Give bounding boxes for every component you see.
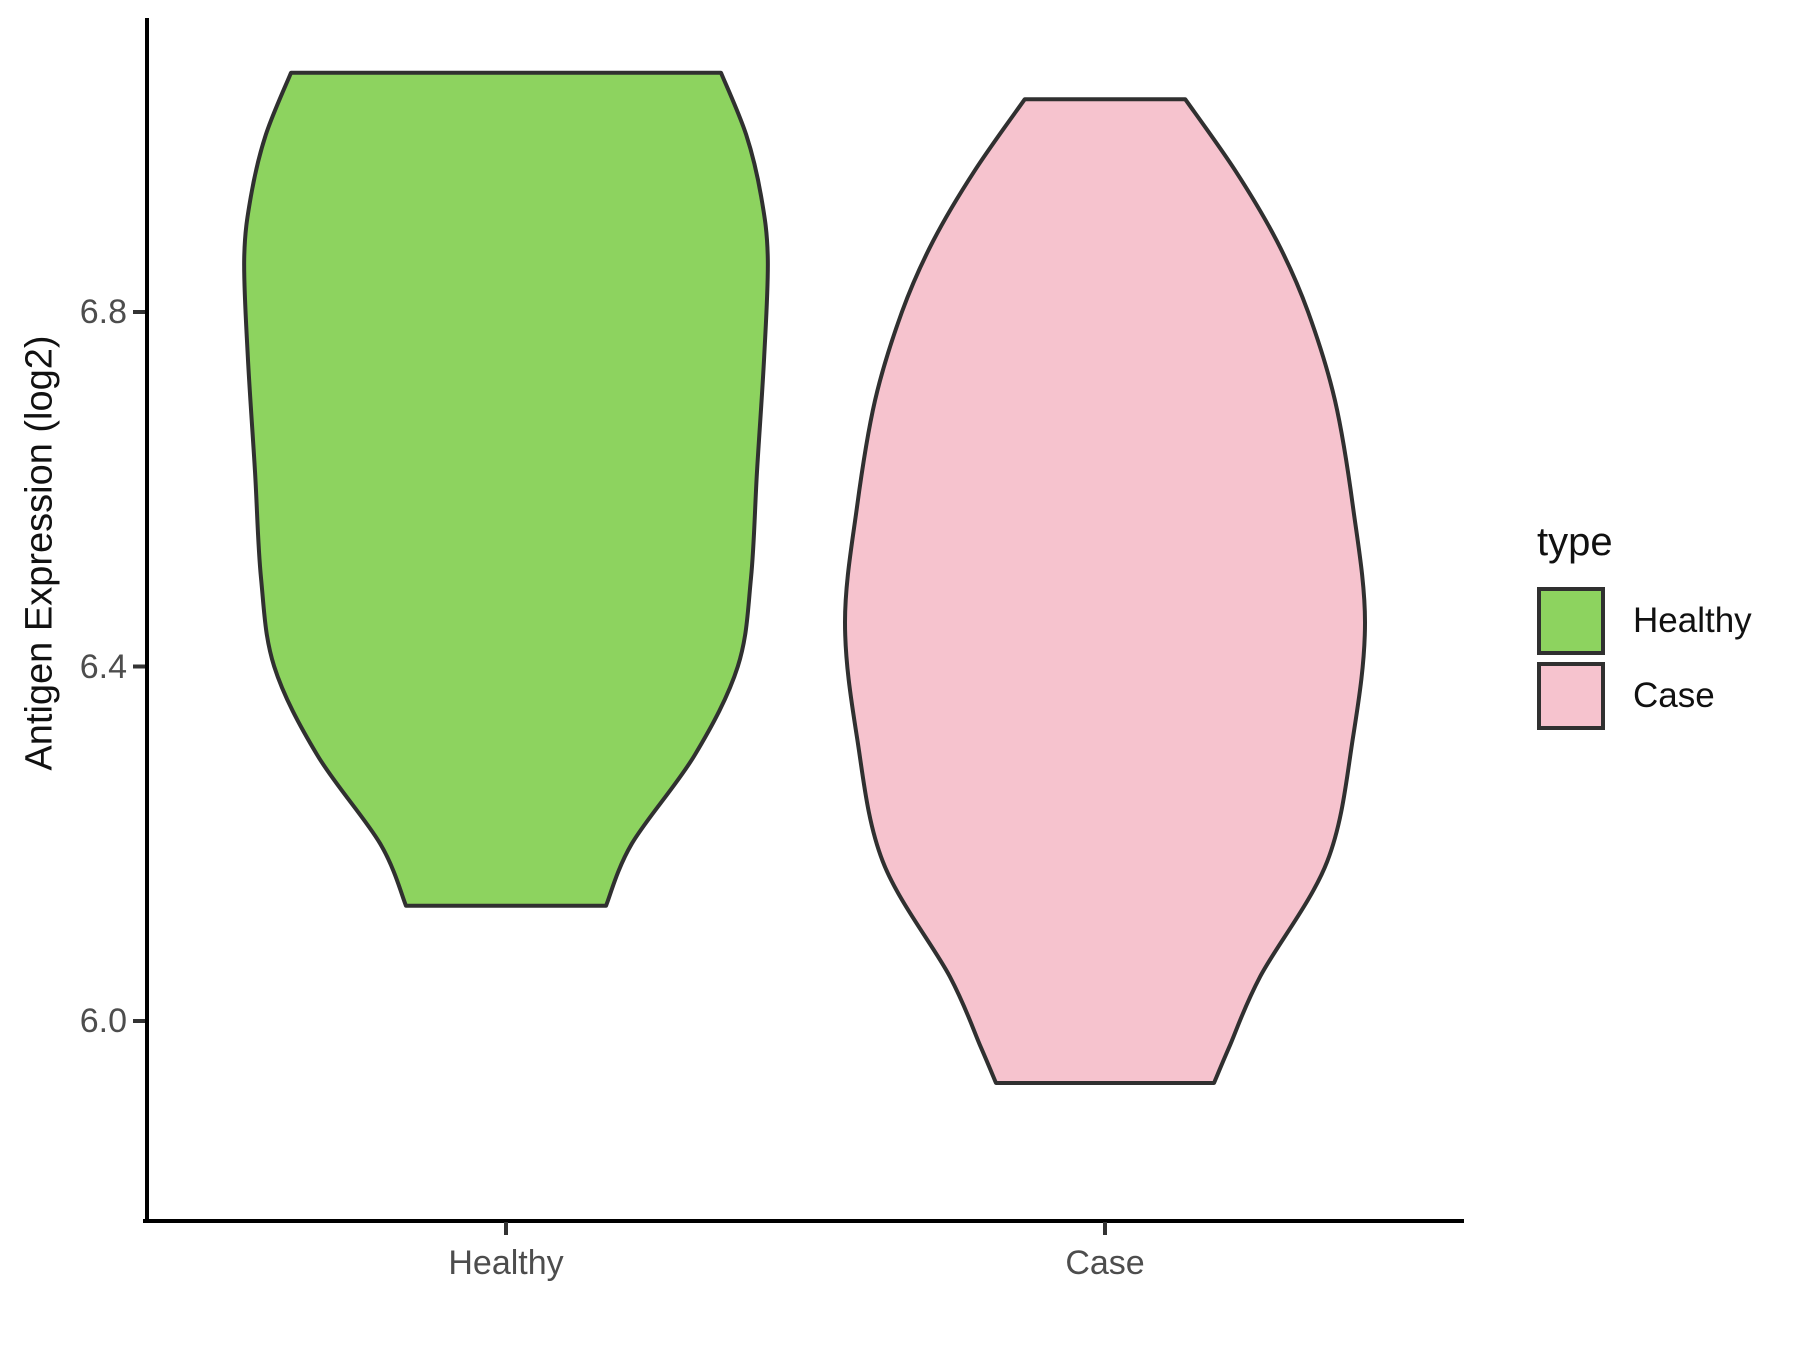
y-tick-label: 6.0 [79,1002,127,1040]
y-axis-title: Antigen Expression (log2) [18,335,61,771]
legend-entry-case: Case [1537,662,1752,730]
legend-swatch-healthy [1537,587,1605,655]
y-tick-label: 6.4 [79,647,127,686]
violin-case [843,97,1367,1085]
legend-entry-healthy: Healthy [1537,587,1752,655]
legend-entries: Healthy Case [1537,587,1752,730]
legend-label: Case [1633,676,1715,715]
x-tick-label-case: Case [1065,1244,1145,1282]
legend-label: Healthy [1633,601,1752,640]
x-tick-label-healthy: Healthy [448,1244,564,1282]
legend: type Healthy Case [1537,520,1752,737]
y-tick-label: 6.8 [79,293,127,331]
legend-title: type [1537,520,1613,564]
legend-swatch-case [1537,662,1605,730]
violin-healthy [242,70,770,908]
